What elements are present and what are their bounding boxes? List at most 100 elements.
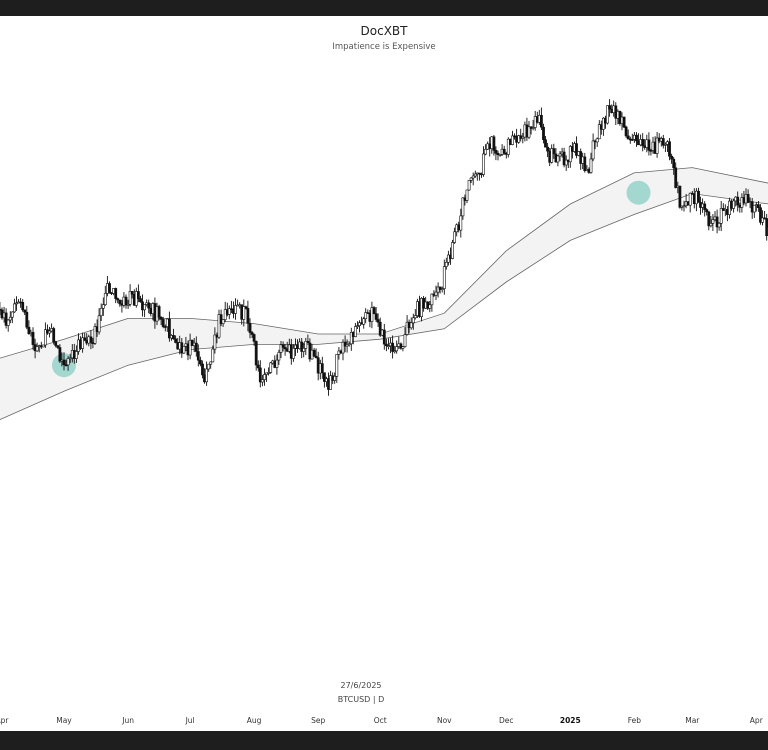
highlight-circle-2	[626, 180, 651, 205]
candlesticks	[0, 99, 768, 396]
candle	[591, 133, 595, 162]
candle	[194, 336, 198, 357]
candle	[438, 286, 442, 294]
candle	[736, 191, 740, 212]
candle	[469, 177, 473, 183]
candle	[362, 316, 366, 329]
candle	[399, 342, 403, 350]
candle	[89, 330, 93, 350]
candle	[663, 142, 667, 152]
candle	[682, 200, 686, 212]
candle	[550, 144, 554, 164]
candle	[128, 284, 132, 307]
candle	[322, 372, 326, 388]
candle	[304, 337, 308, 355]
candle	[717, 222, 721, 231]
candle	[498, 154, 502, 157]
x-tick-label: Dec	[499, 716, 514, 725]
candle	[546, 142, 550, 158]
candle	[376, 313, 380, 327]
candle	[93, 323, 97, 345]
candle	[527, 121, 531, 140]
candle	[606, 105, 609, 125]
candle	[411, 313, 415, 330]
candle	[21, 299, 25, 312]
candle	[182, 345, 186, 354]
candle	[68, 353, 72, 364]
x-tick-label: Feb	[628, 716, 642, 725]
candle	[64, 359, 68, 367]
candle	[13, 298, 16, 313]
candle	[48, 326, 51, 338]
candle	[372, 306, 376, 315]
candle	[188, 333, 192, 360]
bottom-border	[0, 731, 768, 750]
candle	[221, 319, 225, 327]
candle	[668, 138, 671, 161]
x-tick-label: Mar	[685, 716, 700, 725]
candle	[564, 155, 568, 171]
candle	[697, 187, 700, 203]
x-tick-label: Apr	[0, 716, 9, 725]
candle	[575, 136, 578, 159]
candle	[453, 227, 457, 244]
candle	[312, 347, 316, 357]
candle	[258, 360, 262, 388]
candle	[103, 285, 107, 306]
candle	[213, 327, 217, 354]
candle	[459, 208, 463, 238]
candle	[124, 294, 128, 309]
x-tick-label: Nov	[437, 716, 452, 725]
candle	[746, 189, 750, 203]
candle	[260, 374, 264, 387]
candle	[116, 297, 120, 304]
candle	[558, 151, 562, 162]
candle	[364, 308, 368, 324]
candle	[413, 309, 417, 320]
candle	[27, 320, 31, 335]
candle	[502, 145, 506, 155]
candle	[306, 334, 310, 344]
candle	[43, 322, 47, 348]
candle	[393, 345, 397, 354]
candle	[219, 309, 223, 327]
candle	[83, 333, 87, 342]
candle	[630, 133, 634, 141]
candle	[302, 342, 306, 358]
candle	[114, 287, 118, 304]
candle	[473, 170, 477, 178]
candle	[139, 295, 142, 303]
chart-subtitle: Impatience is Expensive	[332, 42, 436, 52]
candle	[209, 361, 213, 369]
candle	[608, 99, 612, 117]
candle	[492, 135, 496, 156]
candle	[622, 116, 626, 128]
candle	[252, 333, 256, 346]
candle	[246, 300, 250, 332]
candle	[444, 257, 448, 270]
candle	[267, 367, 271, 376]
candle	[719, 201, 723, 231]
candle	[157, 304, 161, 321]
candle	[756, 201, 760, 212]
candle	[23, 309, 27, 315]
candle	[531, 119, 535, 131]
candle	[670, 153, 674, 164]
candle	[54, 340, 58, 348]
candle	[595, 137, 599, 147]
candle	[715, 209, 719, 234]
candle	[494, 146, 498, 161]
candle	[428, 301, 432, 313]
candle	[370, 301, 374, 329]
candle	[269, 361, 273, 374]
candle	[707, 210, 711, 231]
candle	[263, 368, 266, 386]
x-tick-label: Jun	[121, 716, 134, 725]
candle	[279, 341, 283, 358]
candle	[732, 198, 736, 213]
candle	[759, 204, 762, 225]
candle	[333, 372, 337, 384]
candle	[137, 284, 140, 303]
candle	[674, 162, 678, 189]
